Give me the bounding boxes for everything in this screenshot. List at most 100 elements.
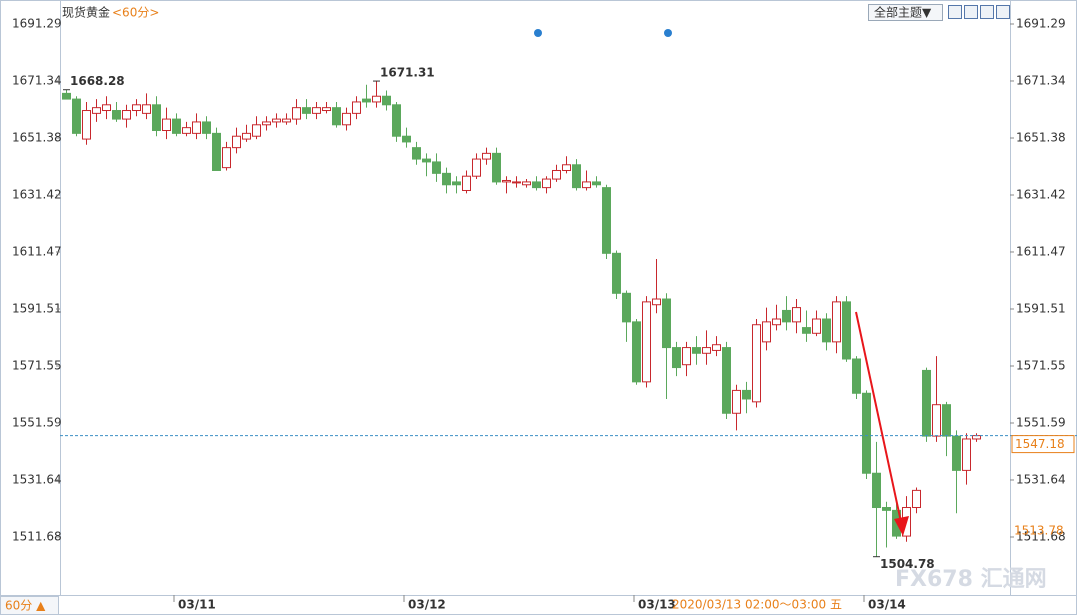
candle-body <box>582 181 591 189</box>
candle-body <box>632 321 641 383</box>
candle-body <box>882 507 891 511</box>
y2-tick-label: 1591.51 <box>1016 301 1066 315</box>
y2-tick-label: 1551.59 <box>1016 416 1066 430</box>
candle-body <box>422 158 431 163</box>
y2-tick-label: 1691.29 <box>1016 17 1066 31</box>
candle-body <box>432 161 441 174</box>
event-dot[interactable] <box>664 29 672 37</box>
candle-body <box>402 135 411 143</box>
candle-body <box>212 132 221 171</box>
candle-body <box>92 107 101 114</box>
period-selector-label[interactable]: 60分 ▲ <box>5 599 46 613</box>
candle-body <box>132 104 141 112</box>
candle-body <box>662 298 671 349</box>
current-price-label: 1547.18 <box>1015 437 1065 451</box>
y2-tick-label: 1671.34 <box>1016 73 1066 87</box>
candle-body <box>482 152 491 160</box>
candle-body <box>812 318 821 334</box>
icon-zoom-in[interactable] <box>948 5 962 19</box>
candle-body <box>412 147 421 160</box>
candle-body <box>562 164 571 171</box>
candle-body <box>612 252 621 294</box>
icon-left[interactable] <box>980 5 994 19</box>
candle-body <box>472 158 481 177</box>
candle-body <box>72 98 81 134</box>
candle-body <box>452 181 461 186</box>
extreme-label: 1668.28 <box>70 74 125 88</box>
x-tick-label: 03/13 <box>638 598 676 612</box>
icon-right[interactable] <box>996 5 1010 19</box>
candle-body <box>352 101 361 114</box>
y2-tick-label: 1611.47 <box>1016 244 1066 258</box>
candle-body <box>792 307 801 323</box>
extreme-label: 1671.31 <box>380 66 435 80</box>
candle-body <box>602 187 611 254</box>
candle-body <box>872 472 881 509</box>
theme-button-label[interactable]: 全部主题▼ <box>874 5 932 20</box>
candle-body <box>382 95 391 106</box>
candle-body <box>552 169 561 180</box>
candle-body <box>312 107 321 114</box>
candle-body <box>782 309 791 323</box>
candle-body <box>492 152 501 183</box>
y-tick-label: 1691.29 <box>12 17 62 31</box>
y-tick-label: 1591.51 <box>12 301 62 315</box>
candle-body <box>672 347 681 369</box>
candle-body <box>282 118 291 123</box>
y-tick-label: 1611.47 <box>12 244 62 258</box>
trend-arrow-head <box>894 516 909 536</box>
candle-body <box>142 104 151 114</box>
crosshair-label: 2020/03/13 02:00～03:00 五 <box>672 598 842 612</box>
theme-button[interactable] <box>868 4 943 21</box>
candle-body <box>862 392 871 474</box>
y-tick-label: 1571.55 <box>12 358 62 372</box>
candle-body <box>842 301 851 360</box>
candle-body <box>222 147 231 169</box>
icon-zoom-out[interactable] <box>964 5 978 19</box>
candle-body <box>442 172 451 186</box>
toolbar-icons[interactable] <box>948 5 1010 19</box>
candle-body <box>702 347 711 354</box>
candle-body <box>112 110 121 120</box>
candle-body <box>922 369 931 437</box>
candle-body <box>462 175 471 191</box>
candle-body <box>742 389 751 400</box>
candle-body <box>232 135 241 149</box>
candle-body <box>272 118 281 123</box>
y2-tick-label: 1631.42 <box>1016 187 1066 201</box>
chart-title: 现货黄金 <box>62 5 110 20</box>
period-label[interactable]: <60分> <box>112 6 159 20</box>
candle-body <box>62 92 71 100</box>
candle-body <box>642 301 651 383</box>
candle-body <box>522 181 531 186</box>
trend-arrow <box>855 311 902 523</box>
y2-tick-label: 1571.55 <box>1016 358 1066 372</box>
candle-body <box>752 324 761 403</box>
candle-body <box>342 112 351 126</box>
candle-body <box>972 435 981 440</box>
candle-body <box>502 179 511 183</box>
candle-body <box>252 124 261 137</box>
candle-body <box>802 327 811 334</box>
candle-body <box>122 110 131 120</box>
extreme-label: 1504.78 <box>880 557 935 571</box>
candle-body <box>952 435 961 471</box>
y2-tick-label: 1531.64 <box>1016 472 1066 486</box>
y2-tick-label: 1511.68 <box>1016 529 1066 543</box>
x-tick-label: 03/14 <box>868 598 906 612</box>
candle-body <box>592 181 601 186</box>
y-tick-label: 1551.59 <box>12 416 62 430</box>
event-dot[interactable] <box>534 29 542 37</box>
candle-body <box>932 404 941 437</box>
y-tick-label: 1631.42 <box>12 187 62 201</box>
x-tick-label: 03/12 <box>408 598 446 612</box>
candle-body <box>392 104 401 137</box>
candle-body <box>172 118 181 134</box>
candle-body <box>712 344 721 351</box>
candle-body <box>832 301 841 343</box>
candle-body <box>192 121 201 134</box>
candle-body <box>302 107 311 114</box>
candle-body <box>962 438 971 471</box>
